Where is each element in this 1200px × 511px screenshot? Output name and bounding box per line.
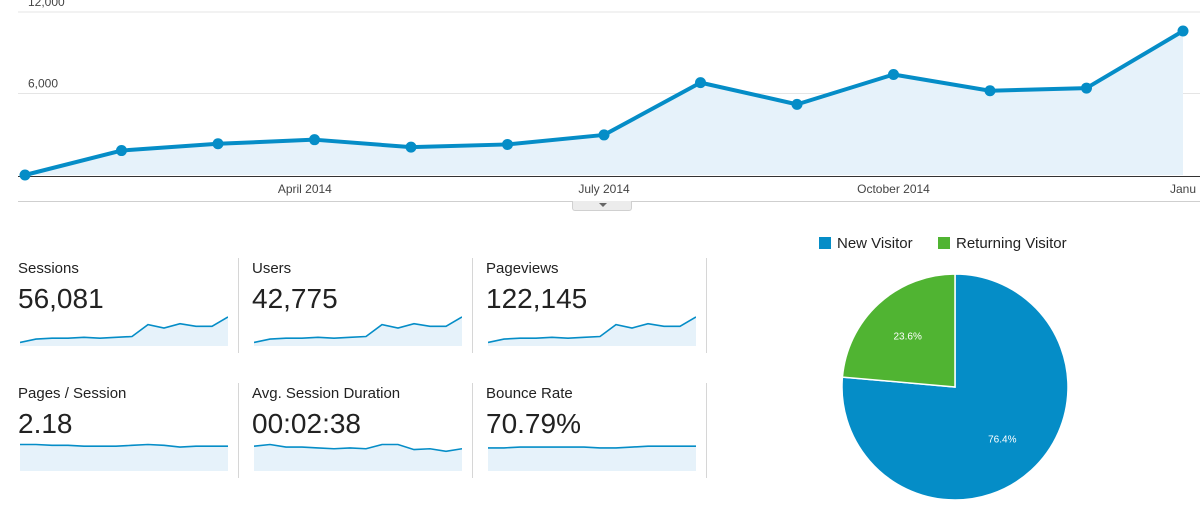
- x-tick-label: October 2014: [857, 182, 930, 196]
- metric-pages-per-session: Pages / Session 2.18: [18, 385, 233, 485]
- legend-label: Returning Visitor: [956, 235, 1067, 252]
- metric-label: Pageviews: [486, 260, 559, 277]
- data-point[interactable]: [212, 138, 224, 150]
- sparkline-line: [254, 443, 462, 453]
- sparkline-line: [488, 445, 696, 449]
- metric-label: Bounce Rate: [486, 385, 573, 402]
- sparkline-avg-session-duration: [254, 443, 462, 471]
- metric-value: 70.79%: [486, 408, 581, 439]
- metric-divider: [472, 383, 473, 478]
- pie-slice-label: 23.6%: [894, 331, 922, 342]
- metric-label: Users: [252, 260, 292, 277]
- metric-avg-session-duration: Avg. Session Duration 00:02:38: [252, 385, 467, 485]
- metric-label: Avg. Session Duration: [252, 385, 401, 402]
- legend-swatch: [819, 237, 831, 249]
- sparkline-bounce-rate: [488, 445, 696, 471]
- sessions-over-time-chart: 12,000 6,000 April 2014 July 2014 October 20…: [18, 0, 1200, 202]
- sparkline-pages-per-session: [20, 443, 228, 471]
- metric-divider: [472, 258, 473, 353]
- data-point[interactable]: [1081, 82, 1092, 94]
- y-tick-label: 6,000: [28, 77, 58, 91]
- sparkline-area: [20, 444, 228, 471]
- sparkline-sessions: [20, 316, 228, 346]
- metric-pageviews: Pageviews 122,145: [486, 260, 701, 360]
- sparkline-line: [20, 443, 228, 448]
- x-tick-label: July 2014: [578, 182, 630, 196]
- legend-returning-visitor[interactable]: Returning Visitor: [938, 235, 1067, 252]
- sparkline-users: [254, 316, 462, 346]
- data-point[interactable]: [19, 169, 31, 181]
- data-point[interactable]: [598, 129, 610, 141]
- x-tick-label: April 2014: [278, 182, 332, 196]
- data-point[interactable]: [791, 98, 803, 110]
- metric-divider: [706, 383, 707, 478]
- sparkline-area: [488, 446, 696, 471]
- metric-divider: [238, 258, 239, 353]
- data-point[interactable]: [116, 145, 127, 157]
- metric-sessions: Sessions 56,081: [18, 260, 233, 360]
- legend-swatch: [938, 237, 950, 249]
- sparkline-line: [488, 316, 696, 344]
- visitor-type-pie-chart: 76.4% 23.6%: [841, 273, 1069, 501]
- metric-label: Pages / Session: [18, 385, 127, 402]
- data-point[interactable]: [309, 134, 320, 146]
- data-point[interactable]: [888, 68, 899, 80]
- data-point[interactable]: [405, 141, 417, 153]
- chart-collapse-handle[interactable]: [572, 201, 632, 211]
- metric-bounce-rate: Bounce Rate 70.79%: [486, 385, 701, 485]
- sparkline-area: [254, 444, 462, 471]
- sparkline-pageviews: [488, 316, 696, 346]
- pie-slice-returning-visitor[interactable]: [841, 273, 956, 388]
- area-fill: [25, 31, 1183, 176]
- pie-slice-new-visitor[interactable]: [841, 273, 1069, 501]
- sparkline-line: [254, 316, 462, 344]
- metric-value: 56,081: [18, 283, 104, 314]
- metric-value: 42,775: [252, 283, 338, 314]
- metric-value: 00:02:38: [252, 408, 361, 439]
- metric-value: 122,145: [486, 283, 588, 314]
- y-tick-label: 12,000: [28, 0, 65, 9]
- metric-label: Sessions: [18, 260, 79, 277]
- legend-label: New Visitor: [837, 235, 913, 252]
- data-point[interactable]: [502, 138, 513, 150]
- sparkline-area: [488, 316, 696, 346]
- pie-slice-label: 76.4%: [988, 435, 1016, 446]
- sparkline-area: [20, 316, 228, 346]
- metric-value: 2.18: [18, 408, 73, 439]
- sparkline-area: [254, 316, 462, 346]
- caret-down-icon: [599, 203, 607, 207]
- metric-divider: [706, 258, 707, 353]
- metric-users: Users 42,775: [252, 260, 467, 360]
- sparkline-line: [20, 316, 228, 344]
- data-point[interactable]: [1177, 25, 1189, 37]
- metric-divider: [238, 383, 239, 478]
- legend-new-visitor[interactable]: New Visitor: [819, 235, 913, 252]
- data-point[interactable]: [984, 85, 996, 97]
- x-tick-label: Janu: [1170, 182, 1196, 196]
- data-point[interactable]: [695, 77, 706, 89]
